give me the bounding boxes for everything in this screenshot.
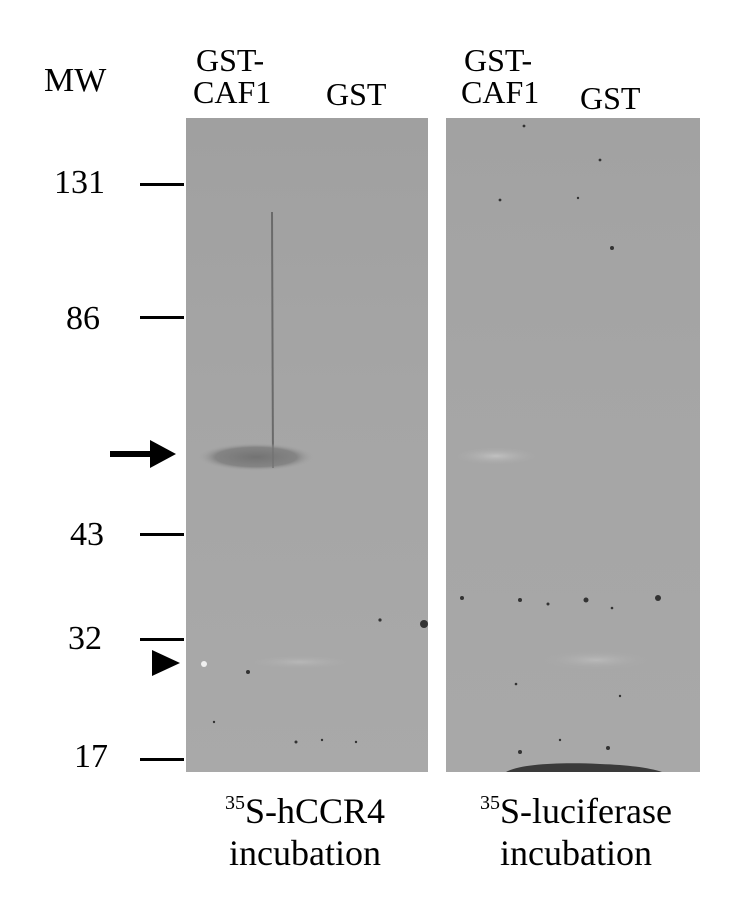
panel-shading bbox=[446, 118, 700, 772]
mw-tick-86 bbox=[140, 316, 184, 319]
caption-main: S-hCCR4 bbox=[244, 791, 386, 831]
faint-band bbox=[240, 654, 360, 670]
caption-superscript: 35 bbox=[480, 792, 501, 814]
lane-label-gst-caf1-line1: GST- bbox=[464, 42, 533, 78]
mw-tick-131 bbox=[140, 183, 184, 186]
mw-marker-86: 86 bbox=[66, 300, 100, 337]
caption-superscript: 35 bbox=[224, 792, 245, 814]
mw-marker-32: 32 bbox=[68, 620, 102, 657]
caption-luciferase: 35S-luciferase incubation bbox=[448, 790, 704, 875]
mw-tick-32 bbox=[140, 638, 184, 641]
arrow-icon bbox=[110, 440, 176, 468]
panel-shading bbox=[186, 118, 428, 772]
white-speck bbox=[201, 661, 207, 667]
speckles bbox=[212, 124, 661, 754]
lane-label-gst: GST bbox=[580, 80, 641, 116]
lane-label-gst-caf1-line2: CAF1 bbox=[193, 74, 272, 110]
caption-hccr4: 35S-hCCR4 incubation bbox=[200, 790, 410, 875]
bottom-smear bbox=[506, 763, 662, 772]
lane-label-gst-caf1-line1: GST- bbox=[196, 42, 265, 78]
luciferase-ghost-band bbox=[450, 446, 542, 466]
mw-header: MW bbox=[44, 62, 107, 99]
lane-label-gst-caf1-line2: CAF1 bbox=[461, 74, 540, 110]
lane-label-gst: GST bbox=[326, 76, 387, 112]
arrowhead-icon bbox=[152, 650, 180, 676]
streak-artifact bbox=[271, 211, 274, 469]
mw-marker-131: 131 bbox=[54, 164, 105, 201]
caption-main: S-luciferase bbox=[500, 791, 672, 831]
faint-band bbox=[540, 650, 652, 670]
mw-tick-43 bbox=[140, 533, 184, 536]
mw-marker-17: 17 bbox=[74, 738, 108, 775]
mw-tick-17 bbox=[140, 758, 184, 761]
caption-line2: incubation bbox=[500, 833, 652, 874]
hccr4-band bbox=[198, 443, 314, 471]
caption-line2: incubation bbox=[229, 833, 381, 874]
mw-marker-43: 43 bbox=[70, 516, 104, 553]
